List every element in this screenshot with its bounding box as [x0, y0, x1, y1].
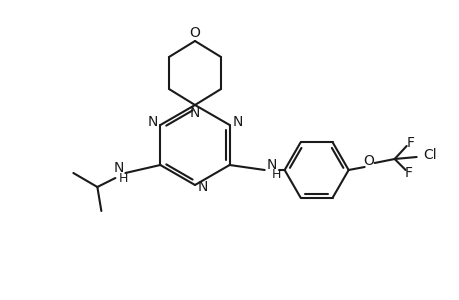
Text: N: N — [190, 106, 200, 120]
Text: N: N — [147, 115, 157, 129]
Text: O: O — [363, 154, 373, 168]
Text: N: N — [113, 161, 123, 175]
Text: F: F — [404, 166, 412, 180]
Text: Cl: Cl — [422, 148, 436, 162]
Text: H: H — [118, 172, 128, 184]
Text: N: N — [232, 115, 242, 129]
Text: N: N — [266, 158, 276, 172]
Text: N: N — [197, 180, 208, 194]
Text: O: O — [189, 26, 200, 40]
Text: F: F — [406, 136, 414, 150]
Text: H: H — [271, 167, 281, 181]
